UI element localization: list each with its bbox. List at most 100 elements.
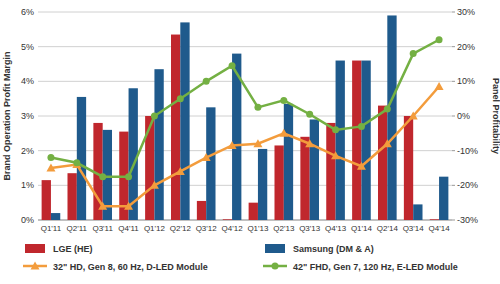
y2-tick [452, 12, 455, 13]
marker [280, 97, 287, 104]
y-tick-label: 3% [21, 111, 34, 121]
marker [305, 139, 314, 147]
y2-tick [452, 220, 455, 221]
bar [274, 145, 283, 220]
marker [254, 104, 261, 111]
y2-axis-title: Panel Profitability [491, 78, 500, 154]
y-tick-label: 6% [21, 7, 34, 17]
grid-line [38, 12, 452, 13]
bar [361, 61, 370, 220]
line [51, 40, 439, 177]
x-tick-label: Q2'11 [67, 224, 88, 233]
bar [413, 204, 422, 220]
bar [77, 97, 86, 220]
marker [203, 78, 210, 85]
marker [331, 151, 340, 159]
x-tick-label: Q4'14 [429, 224, 451, 233]
marker [383, 139, 392, 147]
chart: 0%1%2%3%4%5%6%-30%-20%-10%0%10%20%30%Bra… [0, 0, 500, 284]
bar [352, 61, 361, 220]
bar [300, 137, 309, 220]
marker [279, 129, 288, 137]
marker [409, 112, 418, 120]
bar [378, 106, 387, 220]
bar [310, 119, 319, 220]
y2-tick [452, 185, 455, 186]
marker [73, 159, 80, 166]
y-tick-label: 1% [21, 180, 34, 190]
y2-tick-label: 30% [457, 7, 475, 17]
marker [177, 95, 184, 102]
bar [249, 203, 258, 220]
y2-tick-label: -30% [457, 215, 478, 225]
y2-tick [452, 81, 455, 82]
bar [42, 180, 51, 220]
marker [47, 154, 54, 161]
x-tick-label: Q4'12 [222, 224, 244, 233]
y2-tick [452, 150, 455, 151]
legend-label: Samsung (DM & A) [293, 244, 374, 254]
x-tick-label: Q1'11 [41, 224, 62, 233]
x-tick-label: Q1'14 [351, 224, 373, 233]
marker [150, 181, 159, 189]
marker [99, 173, 106, 180]
x-tick-label: Q2'12 [170, 224, 192, 233]
bar [51, 213, 60, 220]
x-tick-label: Q3'14 [403, 224, 425, 233]
bar [336, 61, 345, 220]
bar [387, 15, 396, 220]
x-tick-label: Q2'14 [377, 224, 399, 233]
legend-marker [272, 263, 279, 270]
marker [229, 62, 236, 69]
y-tick-label: 0% [21, 215, 34, 225]
marker [124, 202, 133, 210]
y-tick-label: 2% [21, 146, 34, 156]
marker [228, 141, 237, 149]
x-tick-label: Q4'13 [325, 224, 347, 233]
legend-label: LGE (HE) [53, 244, 93, 254]
bar [154, 69, 163, 220]
y2-tick-label: 20% [457, 42, 475, 52]
bar [206, 107, 215, 220]
y2-tick-label: 10% [457, 76, 475, 86]
bar [223, 219, 232, 220]
x-tick-label: Q1'12 [144, 224, 166, 233]
marker [176, 167, 185, 175]
marker [435, 82, 444, 90]
marker [46, 164, 55, 172]
y2-tick-label: 0% [457, 111, 470, 121]
legend-label: 32" HD, Gen 8, 60 Hz, D-LED Module [53, 262, 208, 272]
y2-tick [452, 116, 455, 117]
marker [384, 106, 391, 113]
marker [358, 123, 365, 130]
marker [125, 173, 132, 180]
marker [253, 139, 262, 147]
x-tick-label: Q3'11 [92, 224, 113, 233]
line [51, 87, 439, 207]
marker [410, 50, 417, 57]
bar [67, 173, 76, 220]
bar [439, 177, 448, 220]
plot-marks [42, 15, 449, 220]
marker [332, 126, 339, 133]
x-tick-label: Q4'11 [118, 224, 139, 233]
y2-tick-label: -20% [457, 180, 478, 190]
bar [171, 35, 180, 220]
legend-swatch [265, 244, 285, 253]
bar [404, 116, 413, 220]
y-tick-label: 5% [21, 42, 34, 52]
marker [98, 202, 107, 210]
marker [202, 153, 211, 161]
bar [284, 104, 293, 220]
y-tick-label: 4% [21, 76, 34, 86]
marker [436, 36, 443, 43]
y2-tick [452, 46, 455, 47]
bar [430, 219, 439, 220]
x-tick-label: Q3'13 [299, 224, 321, 233]
x-tick-label: Q2'13 [273, 224, 295, 233]
legend-swatch [25, 244, 45, 253]
y2-tick-label: -10% [457, 146, 478, 156]
x-tick-label: Q1'13 [247, 224, 269, 233]
bar [326, 123, 335, 220]
bar [180, 22, 189, 220]
